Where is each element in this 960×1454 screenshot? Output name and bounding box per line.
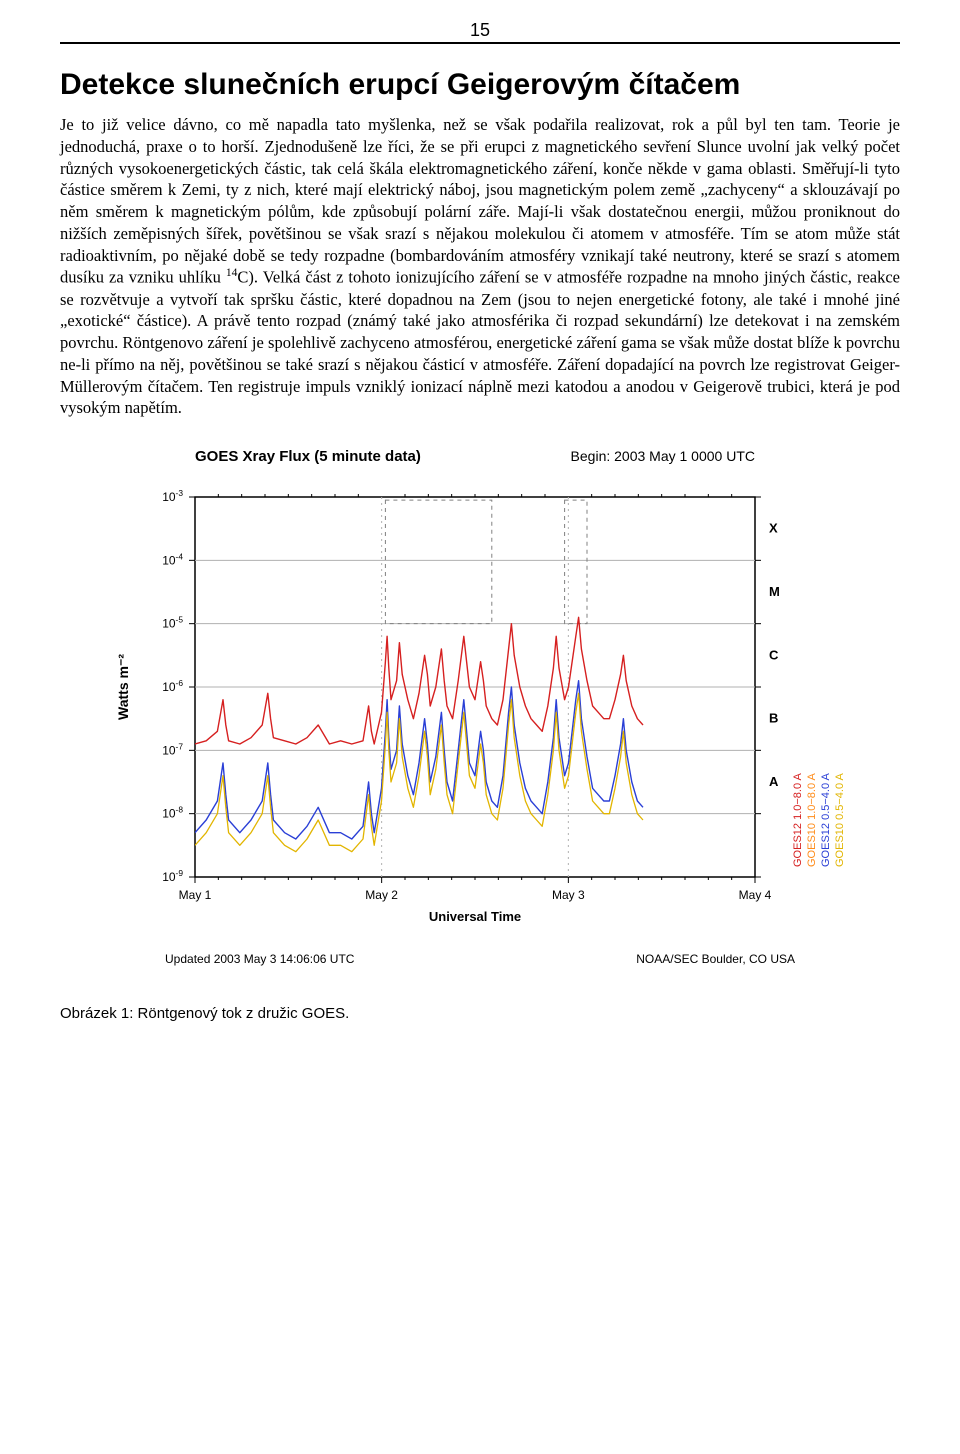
svg-text:Begin: 2003 May 1 0000 UTC: Begin: 2003 May 1 0000 UTC bbox=[571, 448, 755, 464]
svg-text:B: B bbox=[769, 711, 778, 726]
body-part1: Je to již velice dávno, co mě napadla ta… bbox=[60, 115, 900, 287]
svg-text:Updated 2003 May 3 14:06:06 U: Updated 2003 May 3 14:06:06 UTC bbox=[165, 952, 355, 966]
svg-text:M: M bbox=[769, 584, 780, 599]
article-title: Detekce slunečních erupcí Geigerovým čít… bbox=[60, 68, 900, 102]
article-body: Je to již velice dávno, co mě napadla ta… bbox=[60, 114, 900, 419]
sup-14: 14 bbox=[226, 267, 238, 279]
svg-text:GOES10 0.5−4.0 A: GOES10 0.5−4.0 A bbox=[834, 773, 846, 868]
svg-text:Watts m⁻²: Watts m⁻² bbox=[115, 654, 131, 720]
svg-text:May 2: May 2 bbox=[365, 888, 398, 902]
body-part2: C). Velká část z tohoto ionizujícího zář… bbox=[60, 268, 900, 418]
svg-text:May 3: May 3 bbox=[552, 888, 585, 902]
svg-text:May 1: May 1 bbox=[179, 888, 212, 902]
svg-text:May 4: May 4 bbox=[739, 888, 772, 902]
svg-text:X: X bbox=[769, 521, 778, 536]
svg-text:GOES12 0.5−4.0 A: GOES12 0.5−4.0 A bbox=[820, 773, 832, 868]
svg-text:A: A bbox=[769, 774, 779, 789]
figure-caption: Obrázek 1: Röntgenový tok z družic GOES. bbox=[60, 1005, 900, 1022]
svg-text:C: C bbox=[769, 648, 779, 663]
svg-text:GOES10 1.0−8.0 A: GOES10 1.0−8.0 A bbox=[806, 773, 818, 868]
svg-text:GOES12 1.0−8.0 A: GOES12 1.0−8.0 A bbox=[792, 773, 804, 868]
page-number: 15 bbox=[464, 20, 496, 41]
figure-1: GOES Xray Flux (5 minute data) Begin: 200… bbox=[100, 437, 860, 977]
svg-text:GOES Xray Flux (5 minute data): GOES Xray Flux (5 minute data) bbox=[195, 448, 421, 465]
svg-text:NOAA/SEC Boulder, CO USA: NOAA/SEC Boulder, CO USA bbox=[636, 952, 795, 966]
svg-text:Universal Time: Universal Time bbox=[429, 909, 521, 924]
xray-flux-chart: GOES Xray Flux (5 minute data) Begin: 200… bbox=[100, 437, 860, 977]
